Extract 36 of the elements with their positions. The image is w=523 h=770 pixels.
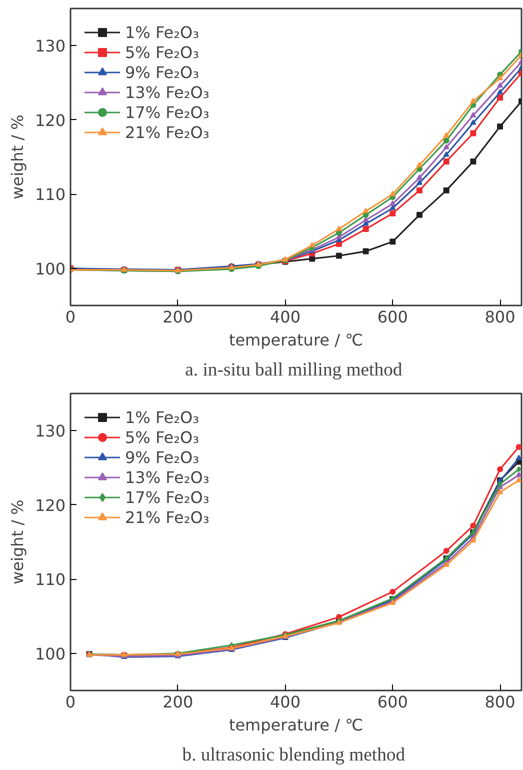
y-tick-label: 120: [34, 110, 66, 130]
y-tick-label: 130: [34, 422, 66, 441]
y-axis-title: weight / %: [8, 114, 27, 200]
legend-label: 9% Fe₂O₃: [125, 448, 200, 466]
x-tick-label: 200: [162, 692, 194, 712]
y-tick-label: 120: [34, 496, 66, 515]
y-tick-label: 110: [34, 185, 66, 204]
legend-label: 9% Fe₂O₃: [125, 62, 200, 82]
y-tick-label: 130: [34, 36, 66, 56]
x-axis-title: temperature / ℃: [228, 330, 364, 350]
x-tick-label: 800: [484, 692, 516, 712]
x-tick-label: 0: [65, 692, 76, 712]
legend-label: 1% Fe₂O₃: [125, 408, 200, 426]
y-tick-label: 110: [34, 570, 66, 590]
legend-label: 17% Fe₂O₃: [125, 102, 210, 122]
y-tick-label: 100: [34, 259, 66, 278]
legend-label: 13% Fe₂O₃: [125, 468, 210, 486]
legend-label: 21% Fe₂O₃: [125, 508, 210, 526]
legend-label: 5% Fe₂O₃: [125, 42, 200, 62]
x-tick-label: 600: [377, 692, 408, 712]
x-tick-label: 200: [162, 308, 194, 326]
x-tick-label: 400: [270, 692, 301, 712]
x-tick-label: 400: [270, 308, 301, 326]
legend-label: 21% Fe₂O₃: [125, 122, 210, 142]
text: b. ultrasonic blending method: [182, 744, 406, 766]
y-tick-label: 100: [34, 644, 66, 664]
x-axis-title: temperature / ℃: [228, 716, 364, 734]
y-axis-title: weight / %: [8, 500, 27, 584]
text: a. in-situ ball milling method: [185, 360, 403, 380]
legend-label: 1% Fe₂O₃: [125, 22, 200, 42]
legend-label: 17% Fe₂O₃: [125, 488, 210, 506]
legend-label: 5% Fe₂O₃: [125, 428, 200, 446]
x-tick-label: 600: [377, 308, 408, 326]
x-tick-label: 800: [484, 308, 516, 326]
x-tick-label: 0: [65, 308, 76, 326]
legend-label: 13% Fe₂O₃: [125, 82, 210, 102]
